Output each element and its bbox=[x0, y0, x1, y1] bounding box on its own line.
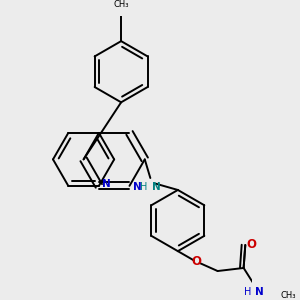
Text: N: N bbox=[152, 182, 161, 192]
Text: N: N bbox=[102, 179, 111, 190]
Text: CH₃: CH₃ bbox=[280, 291, 296, 300]
Text: N: N bbox=[255, 287, 264, 297]
Text: H: H bbox=[140, 182, 148, 192]
Text: H: H bbox=[244, 287, 251, 297]
Text: CH₃: CH₃ bbox=[113, 0, 129, 9]
Text: O: O bbox=[247, 238, 257, 251]
Text: O: O bbox=[191, 255, 201, 268]
Text: N: N bbox=[133, 182, 142, 192]
